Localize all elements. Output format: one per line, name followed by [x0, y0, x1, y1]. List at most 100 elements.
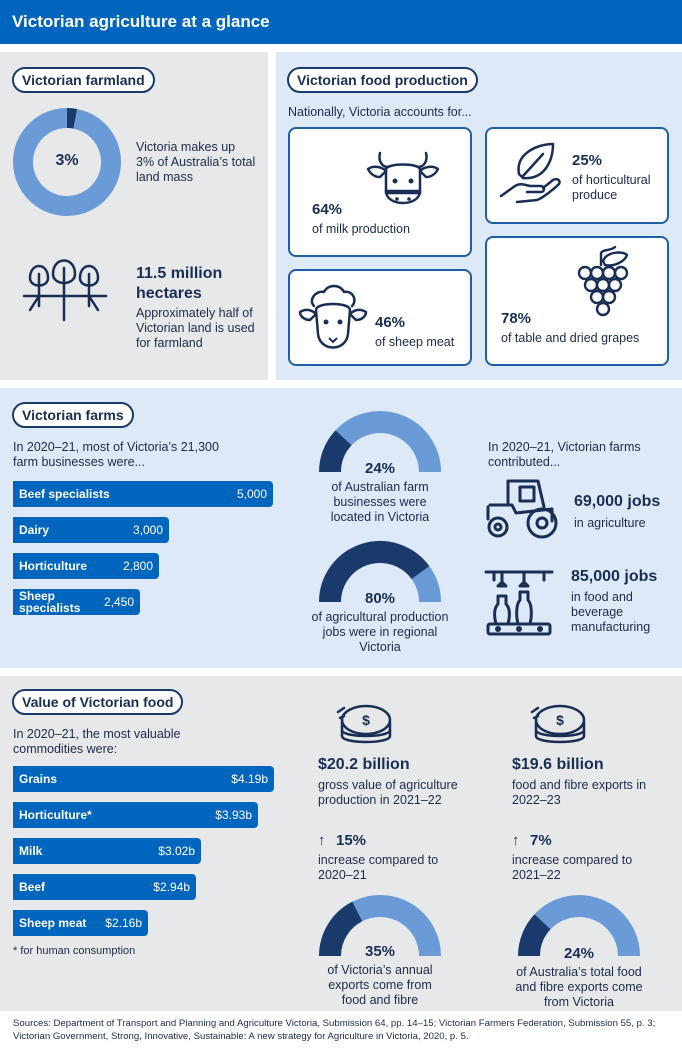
farmland-panel: [0, 52, 268, 380]
gauge1-label: 24%: [364, 460, 396, 477]
food-fibre-exports-gauge: [518, 895, 640, 957]
sources-note: Sources: Department of Transport and Pla…: [13, 1018, 656, 1042]
gauge2-label: 80%: [364, 590, 396, 607]
card-sheep: [288, 269, 472, 366]
farms-intro: In 2020–21, most of Victoria’s 21,300 fa…: [13, 440, 219, 469]
svg-text:$: $: [556, 712, 564, 728]
farmland-heading: Victorian farmland: [12, 67, 155, 93]
bar: Sheep specialists 2,450: [13, 589, 140, 615]
page-title: Victorian agriculture at a glance: [12, 12, 270, 31]
farms-heading: Victorian farms: [12, 402, 134, 428]
bar-value-label: $2.16b: [105, 916, 142, 930]
donut-rest-segment: [13, 108, 121, 216]
stat1-text: gross value of agriculture production in…: [318, 778, 458, 807]
gauge2-text: of agricultural production jobs were in …: [311, 610, 449, 654]
bar: Beef $2.94b: [13, 874, 196, 900]
header-bar: [0, 0, 682, 44]
horticulture-pct: 25%: [572, 152, 603, 169]
bar: Sheep meat $2.16b: [13, 910, 148, 936]
value-intro: In 2020–21, the most valuable commoditie…: [13, 727, 181, 756]
tractor-icon: [486, 479, 558, 539]
grapes-pct: 78%: [501, 310, 532, 327]
grapes-label: of table and dried grapes: [501, 331, 640, 345]
value-heading: Value of Victorian food: [12, 689, 184, 715]
stat1-change-text: increase compared to 2020–21: [318, 853, 439, 882]
value-footnote: * for human consumption: [13, 945, 136, 957]
bar: Beef specialists 5,000: [13, 481, 273, 507]
food-production-intro: Nationally, Victoria accounts for...: [288, 105, 472, 119]
bar: Horticulture 2,800: [13, 553, 159, 579]
bar-category-label: Grains: [19, 772, 58, 786]
farm-businesses-gauge: [319, 411, 441, 473]
bar-value-label: 3,000: [132, 523, 163, 537]
farmland-donut-chart: [13, 108, 121, 216]
bar: Grains $4.19b: [13, 766, 274, 792]
card-milk: [288, 127, 472, 257]
bar: Horticulture* $3.93b: [13, 802, 258, 828]
stat2-text: food and fibre exports in 2022–23: [512, 778, 647, 807]
sheep-pct: 46%: [375, 314, 406, 331]
cow-icon: [366, 151, 440, 205]
bar: Dairy 3,000: [13, 517, 169, 543]
stat2-change-text: increase compared to 2021–22: [512, 853, 633, 882]
gauge4-label: 24%: [563, 945, 595, 962]
sheep-icon: [298, 284, 368, 349]
grapes-icon: [577, 245, 629, 317]
bar-category-label: Horticulture*: [19, 808, 92, 822]
jobs1-figure: 69,000 jobs: [574, 493, 661, 510]
regional-jobs-gauge: [319, 541, 441, 603]
gauge-value-segment: [319, 901, 363, 957]
hectares-figure: 11.5 million hectares: [136, 265, 223, 302]
bar-category-label: Sheep specialists: [19, 589, 81, 615]
jobs1-text: in agriculture: [574, 516, 646, 530]
coins-icon: $: [336, 704, 392, 744]
bar-value-label: $4.19b: [231, 772, 268, 786]
gauge-rest-segment: [352, 895, 441, 957]
svg-text:$: $: [362, 712, 370, 728]
bar-value-label: 2,800: [122, 559, 153, 573]
bar-value-label: 5,000: [236, 487, 267, 501]
gauge-rest-segment: [534, 895, 640, 957]
bar-category-label: Sheep meat: [19, 916, 87, 930]
sheep-label: of sheep meat: [375, 335, 455, 349]
gauge3-text: of Victoria’s annual exports come from f…: [327, 963, 433, 1007]
gauge-rest-segment: [411, 566, 441, 603]
stat2-change: 7%: [530, 832, 552, 849]
annual-exports-gauge: [319, 895, 441, 957]
bar: Milk $3.02b: [13, 838, 201, 864]
jobs2-figure: 85,000 jobs: [571, 568, 658, 585]
gauge-value-segment: [319, 541, 430, 603]
bar-value-label: $3.93b: [215, 808, 252, 822]
farmland-donut-label: 3%: [55, 152, 79, 169]
bar-value-label: 2,450: [103, 595, 134, 609]
card-grapes: [485, 236, 669, 366]
farmland-donut-text: Victoria makes up 3% of Australia’s tota…: [136, 140, 256, 184]
factory-bottles-icon: [484, 570, 554, 636]
hand-leaf-icon: [499, 142, 561, 204]
up-arrow-icon: ↑: [512, 832, 520, 849]
bar-value-label: $2.94b: [153, 880, 190, 894]
food-production-heading: Victorian food production: [287, 67, 478, 93]
gauge4-text: of Australia’s total food and fibre expo…: [515, 965, 643, 1009]
coins-icon: $: [530, 704, 586, 744]
milk-label: of milk production: [312, 222, 410, 236]
trees-icon: [22, 259, 108, 322]
bar-category-label: Beef specialists: [19, 487, 110, 501]
stat1-figure: $20.2 billion: [318, 756, 410, 773]
gauge-rest-segment: [335, 411, 441, 473]
gauge-value-segment: [518, 914, 551, 957]
milk-pct: 64%: [312, 201, 343, 218]
horticulture-label: of horticultural produce: [572, 173, 651, 202]
gauge1-text: of Australian farm businesses were locat…: [330, 480, 430, 524]
hectares-text: Approximately half of Victorian land is …: [136, 306, 255, 350]
gauge3-label: 35%: [364, 943, 396, 960]
bar-category-label: Dairy: [19, 523, 50, 537]
donut-victoria-segment: [66, 108, 78, 129]
bar-category-label: Beef: [19, 880, 46, 894]
stat2-figure: $19.6 billion: [512, 756, 604, 773]
bar-value-label: $3.02b: [158, 844, 195, 858]
contrib-intro: In 2020–21, Victorian farms contributed.…: [488, 440, 641, 469]
gauge-value-segment: [319, 430, 352, 473]
up-arrow-icon: ↑: [318, 832, 326, 849]
card-horticulture: [485, 127, 669, 224]
